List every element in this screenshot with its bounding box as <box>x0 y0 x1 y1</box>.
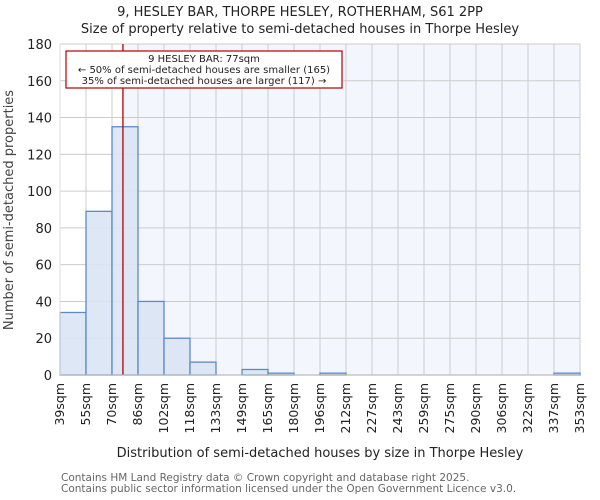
y-tick-label: 180 <box>27 38 52 53</box>
y-axis-label: Number of semi-detached properties <box>2 90 17 330</box>
annotation-line-2: ← 50% of semi-detached houses are smalle… <box>78 65 330 76</box>
y-tick-label: 160 <box>27 75 52 90</box>
x-tick-label: 290sqm <box>468 383 483 433</box>
chart-title: 9, HESLEY BAR, THORPE HESLEY, ROTHERHAM,… <box>117 5 483 20</box>
x-tick-label: 212sqm <box>338 383 353 433</box>
x-tick-label: 259sqm <box>416 383 431 433</box>
annotation-line-1: 9 HESLEY BAR: 77sqm <box>148 54 260 65</box>
y-tick-label: 0 <box>44 369 52 384</box>
y-tick-label: 120 <box>27 148 52 163</box>
plot-area-shaded <box>122 44 581 375</box>
x-tick-label: 243sqm <box>390 383 405 433</box>
y-tick-label: 60 <box>35 259 52 274</box>
histogram-bar <box>111 126 139 376</box>
chart-subtitle: Size of property relative to semi-detach… <box>80 22 520 37</box>
x-tick-label: 149sqm <box>234 383 249 433</box>
x-axis-label: Distribution of semi-detached houses by … <box>117 446 524 461</box>
x-tick-label: 353sqm <box>572 383 587 433</box>
x-tick-label: 39sqm <box>52 383 67 426</box>
y-tick-label: 140 <box>27 112 52 127</box>
x-tick-label: 55sqm <box>78 383 93 426</box>
x-tick-label: 196sqm <box>312 383 327 433</box>
x-tick-label: 118sqm <box>182 383 197 433</box>
x-tick-label: 102sqm <box>156 383 171 433</box>
histogram-bar <box>241 368 269 376</box>
histogram-bar <box>137 300 165 376</box>
x-tick-label: 337sqm <box>546 383 561 433</box>
annotation-box <box>65 50 343 89</box>
y-tick-label: 100 <box>27 185 52 200</box>
histogram-bar <box>85 210 113 376</box>
histogram-bar <box>189 361 217 376</box>
histogram-chart: 0 20 40 60 80 100 120 140 160 180 39sqm 55sqm 70sqm 8… <box>2 38 587 461</box>
footer-line-2: Contains public sector information licen… <box>61 483 517 495</box>
histogram-bar <box>163 337 191 376</box>
x-tick-label: 180sqm <box>286 383 301 433</box>
x-tick-label: 227sqm <box>364 383 379 433</box>
footer-line-1: Contains HM Land Registry data © Crown c… <box>61 472 470 484</box>
y-tick-label: 20 <box>35 332 52 347</box>
x-tick-label: 70sqm <box>104 383 119 426</box>
x-tick-label: 86sqm <box>130 383 145 426</box>
y-tick-label: 40 <box>35 295 52 310</box>
annotation-line-3: 35% of semi-detached houses are larger (… <box>82 76 327 87</box>
x-tick-label: 133sqm <box>208 383 223 433</box>
x-tick-label: 165sqm <box>260 383 275 433</box>
x-tick-label: 306sqm <box>494 383 509 433</box>
histogram-bar <box>59 311 87 376</box>
x-tick-label: 322sqm <box>520 383 535 433</box>
y-tick-label: 80 <box>35 222 52 237</box>
x-tick-label: 275sqm <box>442 383 457 433</box>
